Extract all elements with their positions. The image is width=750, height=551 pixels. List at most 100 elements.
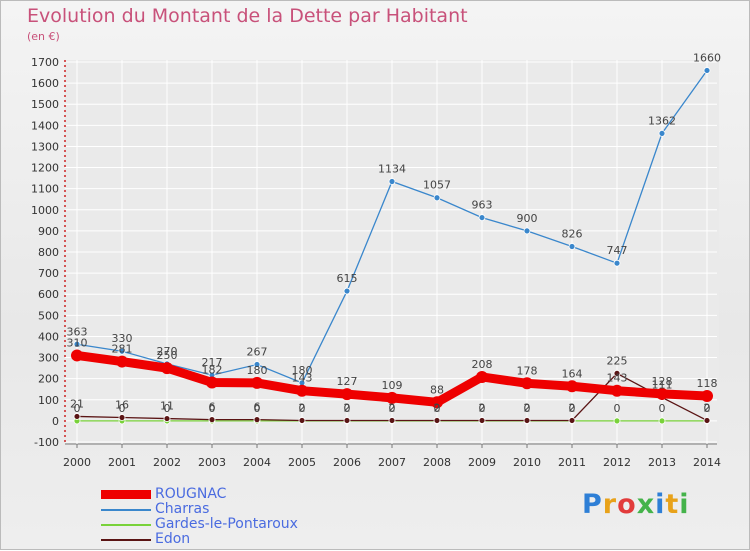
y-tick-label: 1600 xyxy=(31,77,59,90)
data-label-gardes-le-pontaroux: 0 xyxy=(299,402,306,415)
data-point-charras xyxy=(658,129,666,137)
data-point-edon xyxy=(208,416,216,424)
data-label-gardes-le-pontaroux: 0 xyxy=(254,402,261,415)
data-point-rougnac xyxy=(206,376,218,389)
legend-swatch xyxy=(101,509,151,511)
data-label-gardes-le-pontaroux: 0 xyxy=(479,402,486,415)
data-label-rougnac: 178 xyxy=(517,364,538,377)
y-tick-label: 1300 xyxy=(31,140,59,153)
data-label-edon: 2 xyxy=(344,401,351,414)
y-tick-label: 900 xyxy=(38,225,59,238)
y-tick-label: 0 xyxy=(52,415,59,428)
data-label-rougnac: 310 xyxy=(67,336,88,349)
data-label-rougnac: 182 xyxy=(202,363,223,376)
y-tick-label: 200 xyxy=(38,373,59,386)
data-point-edon xyxy=(478,417,486,424)
y-tick-label: 1500 xyxy=(31,98,59,111)
data-label-charras: 1134 xyxy=(378,162,406,175)
data-label-edon: 2 xyxy=(524,401,531,414)
data-point-rougnac xyxy=(431,396,443,409)
legend-swatch xyxy=(101,539,151,541)
data-label-rougnac: 180 xyxy=(247,364,268,377)
data-point-rougnac xyxy=(656,387,668,400)
y-tick-label: 1400 xyxy=(31,119,59,132)
data-label-rougnac: 88 xyxy=(430,383,444,396)
data-label-charras: 615 xyxy=(337,272,358,285)
data-label-charras: 267 xyxy=(247,346,268,359)
data-point-charras xyxy=(73,340,81,348)
logo-letter: i xyxy=(679,489,690,520)
data-label-charras: 747 xyxy=(607,244,628,257)
data-label-gardes-le-pontaroux: 0 xyxy=(434,402,441,415)
x-tick-label: 2010 xyxy=(513,456,541,469)
y-axis-unit: (en €) xyxy=(27,30,60,43)
x-tick-label: 2014 xyxy=(693,456,721,469)
data-label-gardes-le-pontaroux: 0 xyxy=(614,402,621,415)
data-label-gardes-le-pontaroux: 0 xyxy=(659,402,666,415)
logo-letter: P xyxy=(582,489,603,520)
data-label-gardes-le-pontaroux: 0 xyxy=(389,402,396,415)
x-tick-label: 2001 xyxy=(108,456,136,469)
data-label-edon: 6 xyxy=(254,401,261,414)
y-tick-label: 300 xyxy=(38,352,59,365)
data-label-edon: 21 xyxy=(70,397,84,410)
legend-label: Charras xyxy=(155,501,210,517)
x-tick-label: 2009 xyxy=(468,456,496,469)
logo-letter: r xyxy=(602,489,618,520)
data-label-charras: 900 xyxy=(517,212,538,225)
y-tick-label: 500 xyxy=(38,309,59,322)
y-tick-label: 700 xyxy=(38,267,59,280)
data-point-rougnac xyxy=(251,376,263,389)
data-label-gardes-le-pontaroux: 0 xyxy=(119,402,126,415)
x-tick-label: 2003 xyxy=(198,456,226,469)
x-tick-label: 2007 xyxy=(378,456,406,469)
data-label-charras: 270 xyxy=(157,345,178,358)
data-label-charras: 363 xyxy=(67,325,88,338)
data-label-rougnac: 143 xyxy=(292,372,313,385)
data-label-edon: 6 xyxy=(209,401,216,414)
data-label-gardes-le-pontaroux: 0 xyxy=(209,402,216,415)
x-tick-label: 2002 xyxy=(153,456,181,469)
y-tick-label: 400 xyxy=(38,330,59,343)
y-tick-label: 1200 xyxy=(31,162,59,175)
data-point-edon xyxy=(343,417,351,424)
data-label-rougnac: 143 xyxy=(607,372,628,385)
logo-letter: t xyxy=(665,489,680,520)
data-point-rougnac xyxy=(701,389,713,402)
data-point-edon xyxy=(388,417,396,424)
data-point-rougnac xyxy=(476,370,488,383)
data-label-charras: 217 xyxy=(202,356,223,369)
chart-title: Evolution du Montant de la Dette par Hab… xyxy=(27,5,468,27)
x-tick-label: 2006 xyxy=(333,456,361,469)
data-point-charras xyxy=(568,243,576,250)
data-point-charras xyxy=(118,347,126,355)
data-point-charras xyxy=(253,361,261,368)
data-label-rougnac: 128 xyxy=(652,375,673,388)
x-tick-label: 2000 xyxy=(63,456,91,469)
data-label-edon: 11 xyxy=(160,400,174,413)
data-label-rougnac: 281 xyxy=(112,343,133,356)
data-label-charras: 1057 xyxy=(423,179,451,192)
data-point-charras xyxy=(703,67,711,74)
y-tick-label: 1700 xyxy=(31,56,59,69)
data-label-charras: 826 xyxy=(562,228,583,241)
data-point-rougnac xyxy=(161,362,173,375)
proxiti-logo: Proxiti xyxy=(582,489,690,520)
data-point-rougnac xyxy=(116,355,128,368)
x-tick-label: 2013 xyxy=(648,456,676,469)
data-point-charras xyxy=(388,178,396,185)
data-point-edon xyxy=(433,417,441,424)
y-tick-label: 100 xyxy=(38,394,59,407)
data-label-edon: 2 xyxy=(479,401,486,414)
data-label-edon: 2 xyxy=(704,401,711,414)
y-tick-label: 600 xyxy=(38,288,59,301)
data-label-edon: 2 xyxy=(434,401,441,414)
data-point-edon xyxy=(118,414,126,421)
data-point-gardes-le-pontaroux xyxy=(658,417,666,425)
y-tick-label: 1100 xyxy=(31,183,59,196)
data-point-charras xyxy=(523,227,531,235)
legend-label: Edon xyxy=(155,531,191,547)
data-label-edon: 16 xyxy=(115,399,129,412)
data-point-rougnac xyxy=(521,377,533,390)
